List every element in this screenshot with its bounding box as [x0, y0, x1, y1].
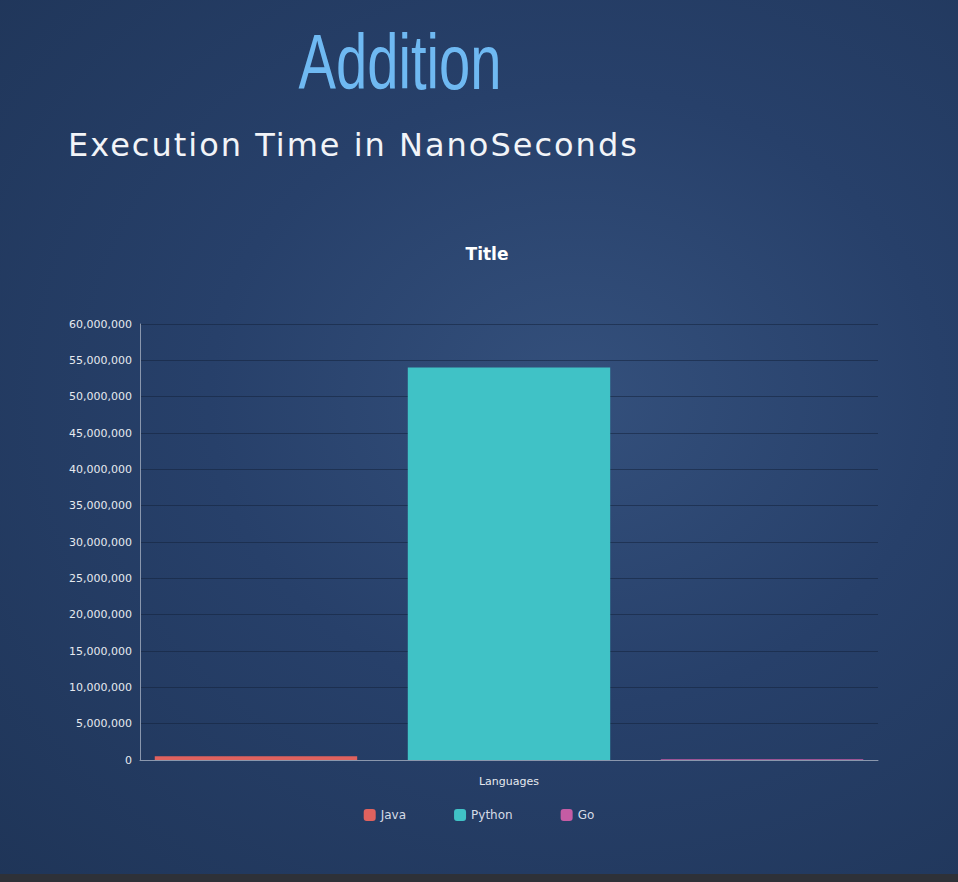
svg-text:10,000,000: 10,000,000 [69, 681, 132, 694]
svg-text:25,000,000: 25,000,000 [69, 572, 132, 585]
svg-text:35,000,000: 35,000,000 [69, 499, 132, 512]
svg-text:15,000,000: 15,000,000 [69, 645, 132, 658]
svg-text:Java: Java [380, 808, 406, 822]
svg-text:50,000,000: 50,000,000 [69, 390, 132, 403]
svg-text:55,000,000: 55,000,000 [69, 354, 132, 367]
svg-text:Python: Python [471, 808, 513, 822]
svg-text:5,000,000: 5,000,000 [76, 717, 132, 730]
svg-text:Title: Title [466, 244, 509, 264]
svg-text:60,000,000: 60,000,000 [69, 318, 132, 331]
html-text:Addition: Addition [298, 18, 502, 106]
svg-text:Languages: Languages [479, 775, 539, 788]
svg-text:30,000,000: 30,000,000 [69, 536, 132, 549]
svg-text:Go: Go [578, 808, 595, 822]
svg-text:40,000,000: 40,000,000 [69, 463, 132, 476]
svg-text:0: 0 [125, 754, 132, 767]
svg-text:20,000,000: 20,000,000 [69, 608, 132, 621]
html-text:Execution Time in NanoSeconds: Execution Time in NanoSeconds [68, 126, 639, 164]
svg-text:45,000,000: 45,000,000 [69, 427, 132, 440]
